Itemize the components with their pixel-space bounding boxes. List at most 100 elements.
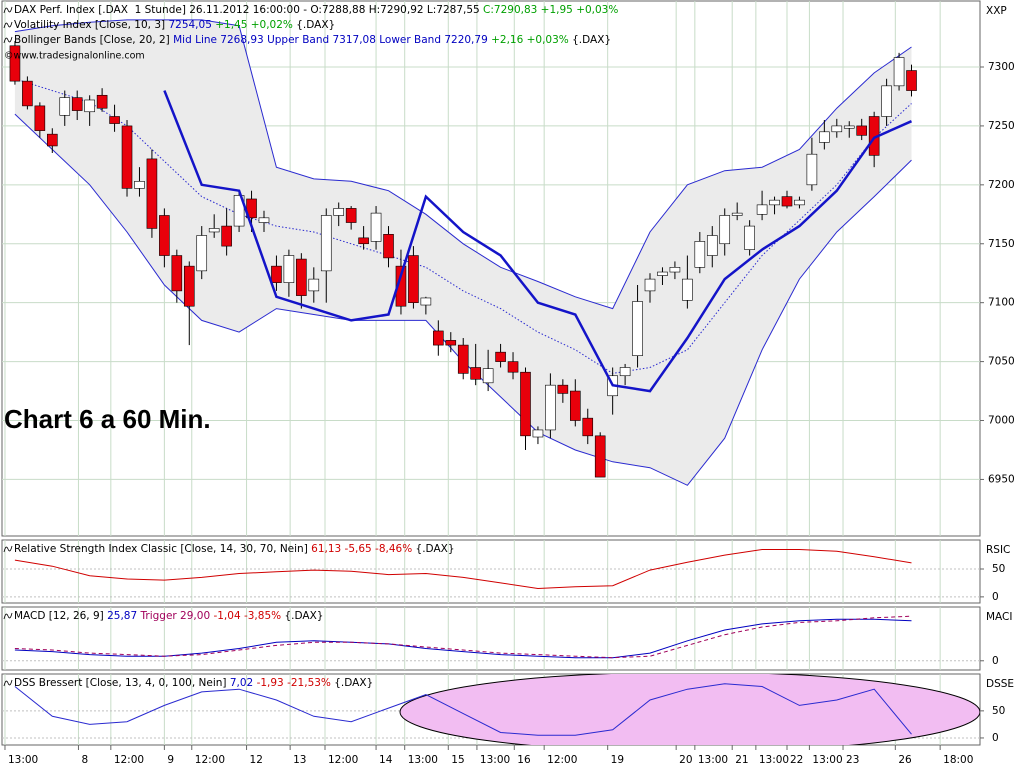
legend-part: +1,45 +0,02% [212,19,293,31]
legend-line: DAX Perf. Index [.DAX 1 Stunde] 26.11.20… [14,4,618,16]
candle-body [794,199,805,206]
y-tick-label: 7050 [988,356,1015,368]
y-tick-label: 7000 [988,415,1015,427]
candle-body [233,195,245,227]
y-tick-label: 0 [992,732,999,744]
candle-body [644,278,656,292]
candle-body [320,215,332,272]
x-tick-label: 13:00 [698,754,728,766]
candle-body [545,384,556,431]
candle-body [495,351,506,362]
legend-line: MACD [12, 26, 9] 25,87 Trigger 29,00 -1,… [14,610,323,622]
x-tick-label: 12:00 [547,754,577,766]
x-tick-label: 14 [379,754,393,766]
legend-part: DSS Bressert [Close, 13, 4, 0, 100, Nein… [14,677,230,689]
x-tick-label: 15 [451,754,464,766]
legend-part: {.DAX} [412,543,454,555]
candle-body [408,255,419,303]
x-tick-label: 13:00 [812,754,842,766]
legend-part: Relative Strength Index Classic [Close, … [14,543,311,555]
candle-body [619,367,631,377]
candle-body [433,330,444,346]
volatility-line [163,90,913,393]
indicator-line [14,683,912,736]
text-layer: ©www.tradesignalonline.com Chart 6 a 60 … [3,4,1015,766]
candle-body [383,234,394,259]
legend-part: -1,93 -21,53% [253,677,331,689]
candle-body [657,271,668,276]
candle-body [532,429,544,438]
legend-part: +2,16 +0,03% [488,34,569,46]
candle-body [183,265,195,307]
unit-label: XXP [986,5,1007,17]
watermark: ©www.tradesignalonline.com [4,51,145,62]
candle-body [881,85,892,117]
candle-body [719,215,731,245]
candle-body [84,99,95,113]
legend-line: Relative Strength Index Classic [Close, … [14,543,455,555]
x-tick-label: 13:00 [759,754,789,766]
legend-line: Volatility Index [Close, 10, 3] 7254,05 … [14,19,335,31]
bollinger-line [14,19,912,310]
x-tick-label: 21 [735,754,748,766]
candle-body [843,125,855,129]
candle-body [196,235,208,272]
y-tick-label: 6950 [988,473,1015,485]
legend-line: Bollinger Bands [Close, 20, 2] Mid Line … [14,34,611,46]
candle-body [121,125,133,189]
candle-body [769,199,780,206]
x-tick-label: 18:00 [943,754,973,766]
candle-body [258,217,270,223]
candle-body [731,212,743,216]
y-tick-label: 7300 [988,61,1015,73]
candle-body [569,390,581,421]
x-tick-label: 9 [167,754,174,766]
legend-icon [3,679,13,687]
legend-part: Bollinger Bands [Close, 20, 2] [14,34,173,46]
candle-body [669,267,681,273]
legend-part: Trigger 29,00 [137,610,210,622]
y-tick-label: 7100 [988,297,1015,309]
candle-body [71,97,83,111]
x-tick-label: 12:00 [328,754,358,766]
candle-body [706,235,718,256]
candle-body [221,225,232,247]
candle-body [134,180,145,189]
x-tick-label: 13:00 [480,754,510,766]
legend-part: 25,87 [107,610,137,622]
y-tick-label: 50 [992,705,1005,717]
x-tick-label: 13 [293,754,306,766]
bollinger-line [14,78,912,374]
x-tick-label: 12 [250,754,263,766]
candle-body [308,278,320,292]
legend-icon [3,6,13,14]
candle-body [208,228,220,233]
legend-part: 61,13 -5,65 -8,46% [311,543,412,555]
legend-icon [3,36,13,44]
indicator-line [14,615,912,659]
x-tick-label: 12:00 [114,754,144,766]
candle-body [457,344,469,374]
x-tick-label: 13:00 [408,754,438,766]
candle-body [445,340,457,346]
y-tick-label: 0 [992,655,999,667]
candle-body [632,301,643,357]
legend-part: {.DAX} [569,34,611,46]
unit-label: RSIC [986,544,1010,556]
macd-panel [1,606,981,671]
candle-body [171,255,183,292]
legend-part: {.DAX} [293,19,335,31]
candle-body [906,70,917,91]
legend-part: 7254,05 [168,19,211,31]
indicator-line [14,549,912,590]
x-tick-label: 23 [846,754,859,766]
y-tick-label: 0 [992,591,999,603]
candle-body [59,97,71,116]
legend-part: DAX Perf. Index [.DAX 1 Stunde] 26.11.20… [14,4,483,16]
candle-body [46,133,58,147]
annotation: Chart 6 a 60 Min. [4,404,211,434]
legend-part: Volatility Index [Close, 10, 3] [14,19,168,31]
candle-body [296,258,307,296]
candle-body [159,215,170,256]
